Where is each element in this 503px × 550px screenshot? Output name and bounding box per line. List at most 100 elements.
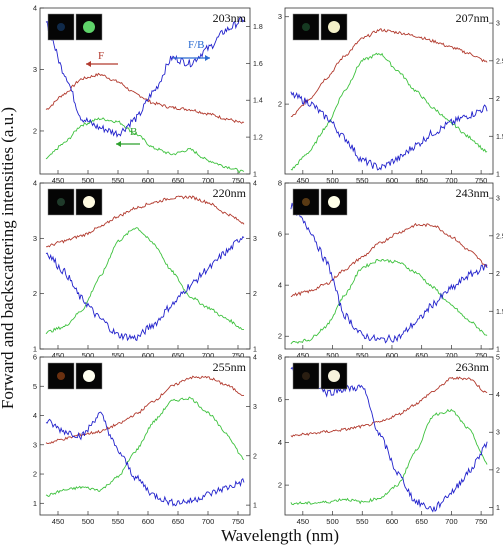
left-y-tick-label: 2 xyxy=(33,470,37,479)
series-line-forward xyxy=(45,72,245,124)
right-y-tick-label: 1.4 xyxy=(253,98,263,105)
left-y-tick-label: 2 xyxy=(278,100,282,109)
left-y-tick-label: 2 xyxy=(278,332,282,341)
series-line-forward-backward-ratio xyxy=(290,202,488,344)
panel-label: 255nm xyxy=(213,360,247,374)
x-tick-label: 700 xyxy=(445,176,458,185)
right-y-tick-label: 1 xyxy=(496,172,500,179)
x-tick-label: 450 xyxy=(52,176,65,185)
series-line-backward xyxy=(45,117,245,174)
left-y-tick-label: 4 xyxy=(278,438,282,447)
x-tick-label: 600 xyxy=(386,176,399,185)
particle-glow xyxy=(302,23,310,31)
particle-glow xyxy=(328,21,340,33)
right-y-tick-label: 4 xyxy=(496,392,500,399)
series-line-forward-backward-ratio xyxy=(45,16,245,138)
series-line-forward-backward-ratio xyxy=(45,235,245,342)
x-tick-label: 750 xyxy=(232,517,245,526)
right-y-tick-label: 2 xyxy=(496,271,500,278)
left-y-tick-label: 4 xyxy=(33,179,37,188)
panel-label: 263nm xyxy=(456,360,490,374)
chart-panel-255nm: 450 500 550 600 650 700 750 1 2 3 4 5 6 1 2 3 4 255nm xyxy=(33,353,257,527)
left-y-tick-label: 6 xyxy=(33,353,37,362)
x-tick-label: 750 xyxy=(475,351,488,360)
x-tick-label: 700 xyxy=(445,351,458,360)
particle-glow xyxy=(83,196,95,208)
x-tick-label: 450 xyxy=(297,176,310,185)
particle-glow xyxy=(328,370,340,382)
left-y-tick-label: 1 xyxy=(33,499,37,508)
x-tick-label: 450 xyxy=(297,517,310,526)
particle-glow xyxy=(302,198,310,206)
series-line-forward xyxy=(45,195,245,248)
left-y-tick-label: 3 xyxy=(33,440,37,449)
x-tick-label: 750 xyxy=(475,176,488,185)
annotation-label: F xyxy=(98,50,104,62)
particle-glow xyxy=(302,372,310,380)
chart-panel-263nm: 450 500 550 600 650 700 750 2 4 6 8 1 2 3 4 5 263nm xyxy=(278,353,500,527)
left-y-tick-label: 8 xyxy=(278,179,282,188)
x-tick-label: 750 xyxy=(232,176,245,185)
annotation-arrow-head xyxy=(205,55,210,61)
right-y-tick-label: 1.5 xyxy=(496,134,503,141)
right-y-tick-label: 4 xyxy=(253,181,257,188)
x-tick-label: 650 xyxy=(172,176,185,185)
right-y-tick-label: 2 xyxy=(253,291,257,298)
x-tick-label: 700 xyxy=(202,351,215,360)
right-y-tick-label: 1.2 xyxy=(253,135,263,142)
series-line-backward xyxy=(290,52,488,171)
x-tick-label: 500 xyxy=(82,176,95,185)
right-y-tick-label: 2.5 xyxy=(496,233,503,240)
series-line-backward xyxy=(45,396,245,498)
annotation-arrow-head xyxy=(116,141,121,147)
x-tick-label: 650 xyxy=(415,517,428,526)
x-tick-label: 550 xyxy=(112,351,125,360)
panel-frame xyxy=(39,182,251,350)
x-tick-label: 500 xyxy=(326,351,339,360)
annotation-label: F/B xyxy=(188,39,205,51)
annotation-arrow-head xyxy=(86,61,91,67)
panel-label: 220nm xyxy=(213,186,247,200)
particle-glow xyxy=(57,198,65,206)
left-y-tick-label: 6 xyxy=(278,395,282,404)
x-tick-label: 650 xyxy=(172,517,185,526)
left-y-tick-label: 3 xyxy=(278,12,282,21)
x-tick-label: 600 xyxy=(142,176,155,185)
right-y-tick-label: 1.6 xyxy=(253,61,263,68)
panel-frame xyxy=(284,182,494,350)
x-tick-label: 550 xyxy=(112,517,125,526)
particle-glow xyxy=(57,372,65,380)
series-line-backward xyxy=(290,259,488,345)
particle-glow xyxy=(328,196,340,208)
shared-x-axis-label: Wavelength (nm) xyxy=(220,526,340,545)
series-line-forward-backward-ratio xyxy=(45,411,245,507)
right-y-tick-label: 3 xyxy=(253,236,257,243)
right-y-tick-label: 1 xyxy=(496,505,500,512)
x-tick-label: 550 xyxy=(356,517,369,526)
right-y-tick-label: 1.8 xyxy=(253,24,263,31)
particle-glow xyxy=(83,370,95,382)
x-tick-label: 700 xyxy=(202,517,215,526)
x-tick-label: 600 xyxy=(386,517,399,526)
right-y-tick-label: 1 xyxy=(496,347,500,354)
left-y-tick-label: 2 xyxy=(33,126,37,135)
x-tick-label: 600 xyxy=(142,351,155,360)
panel-frame xyxy=(284,356,494,516)
right-y-tick-label: 1 xyxy=(253,503,257,510)
series-line-forward xyxy=(290,376,488,438)
left-y-tick-label: 3 xyxy=(33,234,37,243)
x-tick-label: 700 xyxy=(445,517,458,526)
left-y-tick-label: 2 xyxy=(278,481,282,490)
x-tick-label: 650 xyxy=(415,176,428,185)
particle-glow xyxy=(57,23,65,31)
right-y-tick-label: 5 xyxy=(496,355,500,362)
left-y-tick-label: 8 xyxy=(278,353,282,362)
x-tick-label: 450 xyxy=(297,351,310,360)
chart-panel-207nm: 450 500 550 600 650 700 750 2 3 1 1.5 2 2.5 3 207nm xyxy=(278,7,503,185)
x-tick-label: 550 xyxy=(356,176,369,185)
right-y-tick-label: 3 xyxy=(496,196,500,203)
x-tick-label: 600 xyxy=(142,517,155,526)
x-tick-label: 700 xyxy=(202,176,215,185)
